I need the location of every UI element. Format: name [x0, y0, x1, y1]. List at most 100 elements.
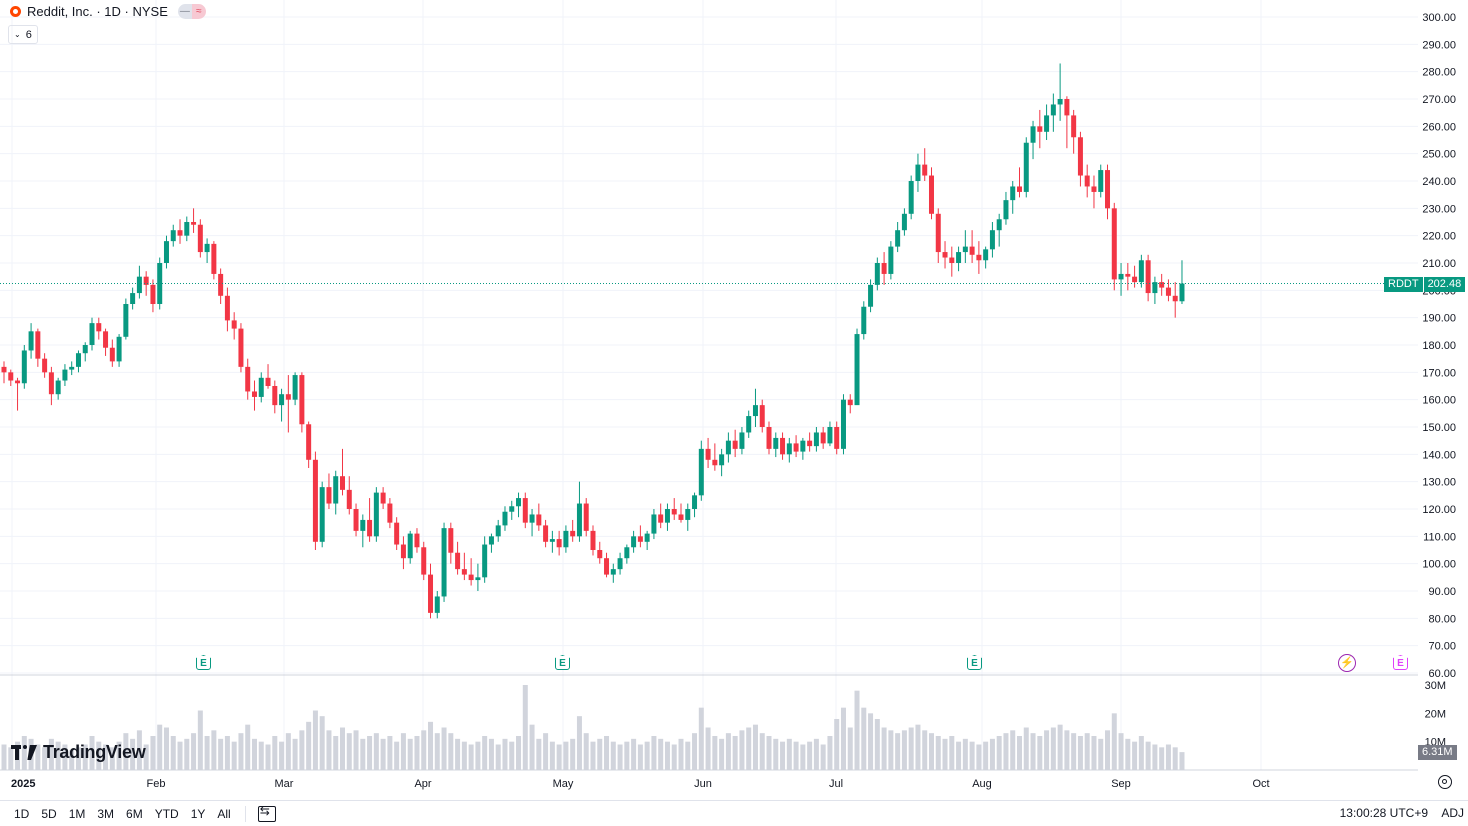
- volume-bar: [583, 733, 589, 770]
- candle-body: [1064, 99, 1070, 116]
- candle-body: [1017, 186, 1022, 192]
- volume-bar: [780, 741, 786, 770]
- indicator-count: 6: [25, 28, 32, 41]
- earnings-badge-upcoming[interactable]: E: [1393, 655, 1408, 670]
- candle-body: [705, 448, 711, 460]
- volume-bar: [705, 727, 711, 770]
- candle-body: [15, 380, 21, 384]
- candle-body: [1050, 104, 1056, 116]
- volume-bar: [1145, 741, 1151, 770]
- volume-bar: [197, 710, 203, 770]
- candle-body: [306, 424, 312, 460]
- volume-bar: [475, 741, 481, 770]
- candle-body: [346, 489, 352, 509]
- earnings-badge[interactable]: E: [967, 655, 982, 670]
- volume-bar: [333, 736, 339, 770]
- candle-body: [1145, 260, 1151, 294]
- range-3m[interactable]: 3M: [97, 806, 115, 821]
- volume-bar: [103, 744, 109, 770]
- volume-bar: [414, 736, 420, 770]
- price-tick-label: 190.00: [1422, 313, 1456, 325]
- volume-bar: [1037, 736, 1043, 770]
- candle-body: [1098, 170, 1104, 192]
- volume-bar: [1010, 730, 1016, 770]
- volume-bar: [854, 690, 860, 770]
- candle-body: [1111, 208, 1117, 280]
- tradingview-logo: TradingView: [11, 742, 146, 763]
- candle-body: [637, 536, 643, 542]
- volume-bar: [969, 741, 975, 770]
- candle-body: [1179, 283, 1185, 302]
- symbol-header[interactable]: Reddit, Inc. · 1D · NYSE — ≈: [10, 2, 206, 20]
- candle-body: [333, 476, 339, 504]
- price-volume-chart[interactable]: 60.00 70.00 80.00 90.00 100.00 110.00 120.00 13…: [0, 0, 1468, 800]
- volume-bar: [563, 741, 569, 770]
- earnings-badge[interactable]: E: [196, 655, 211, 670]
- candle-body: [136, 276, 142, 294]
- split-event-icon[interactable]: ⚡: [1338, 654, 1356, 672]
- range-6m[interactable]: 6M: [126, 806, 143, 821]
- volume-bar: [292, 738, 298, 770]
- settings-gear-icon[interactable]: [1438, 775, 1452, 789]
- candle-body: [881, 263, 887, 274]
- range-all[interactable]: All: [217, 806, 231, 821]
- symbol-title: Reddit, Inc. · 1D · NYSE: [27, 3, 168, 19]
- time-tick-label: 2025: [11, 778, 35, 790]
- candle-body: [279, 394, 285, 406]
- volume-bar: [996, 736, 1002, 770]
- indicator-toggle[interactable]: ⌄ 6: [8, 25, 38, 44]
- minus-icon[interactable]: —: [177, 3, 192, 19]
- candle-body: [1084, 175, 1090, 187]
- volume-bar: [1132, 741, 1138, 770]
- candle-body: [1044, 115, 1050, 132]
- candle-body: [387, 503, 393, 523]
- candle-body: [251, 391, 257, 397]
- volume-bar: [502, 738, 508, 770]
- bottom-toolbar: 1D 5D 1M 3M 6M YTD 1Y All 13:00:28 UTC+9…: [0, 800, 1468, 826]
- price-tick-label: 230.00: [1422, 203, 1456, 215]
- candle-body: [285, 394, 291, 400]
- volume-bar: [604, 736, 610, 770]
- candle-body: [109, 347, 115, 362]
- volume-bar: [285, 733, 291, 770]
- price-tick-label: 100.00: [1422, 559, 1456, 571]
- volume-bar: [184, 738, 190, 770]
- price-tick-label: 60.00: [1428, 668, 1456, 680]
- candle-body: [658, 514, 664, 523]
- adj-toggle[interactable]: ADJ: [1441, 806, 1464, 820]
- go-to-date-icon[interactable]: [257, 804, 276, 822]
- volume-bar: [360, 738, 366, 770]
- price-tick-label: 290.00: [1422, 39, 1456, 51]
- price-tick-label: 120.00: [1422, 504, 1456, 516]
- volume-bar: [874, 719, 880, 770]
- toolbar-divider: [244, 805, 246, 822]
- volume-bar: [143, 744, 149, 770]
- clock[interactable]: 13:00:28 UTC+9: [1339, 806, 1428, 820]
- candle-body: [116, 336, 122, 362]
- volume-bar: [380, 738, 386, 770]
- candle-body: [407, 533, 413, 559]
- volume-bar: [976, 744, 982, 770]
- candle-body: [319, 487, 325, 542]
- range-5d[interactable]: 5D: [41, 806, 57, 821]
- range-ytd[interactable]: YTD: [154, 806, 179, 821]
- volume-bar: [116, 741, 122, 770]
- candle-body: [644, 533, 650, 542]
- range-1y[interactable]: 1Y: [190, 806, 206, 821]
- volume-bar: [556, 744, 562, 770]
- volume-bar: [1050, 727, 1056, 770]
- candle-body: [143, 276, 149, 285]
- earnings-badge[interactable]: E: [555, 655, 570, 670]
- symbol-status-pill[interactable]: — ≈: [177, 3, 206, 19]
- volume-bar: [340, 727, 345, 770]
- candle-body: [150, 284, 156, 304]
- approx-icon[interactable]: ≈: [191, 3, 206, 19]
- volume-bar: [759, 733, 765, 770]
- candle-body: [1023, 142, 1029, 192]
- volume-bar: [901, 730, 907, 770]
- range-1d[interactable]: 1D: [14, 806, 30, 821]
- volume-bar: [631, 738, 637, 770]
- candle-body: [746, 416, 752, 433]
- range-1m[interactable]: 1M: [68, 806, 86, 821]
- volume-bar: [692, 733, 698, 770]
